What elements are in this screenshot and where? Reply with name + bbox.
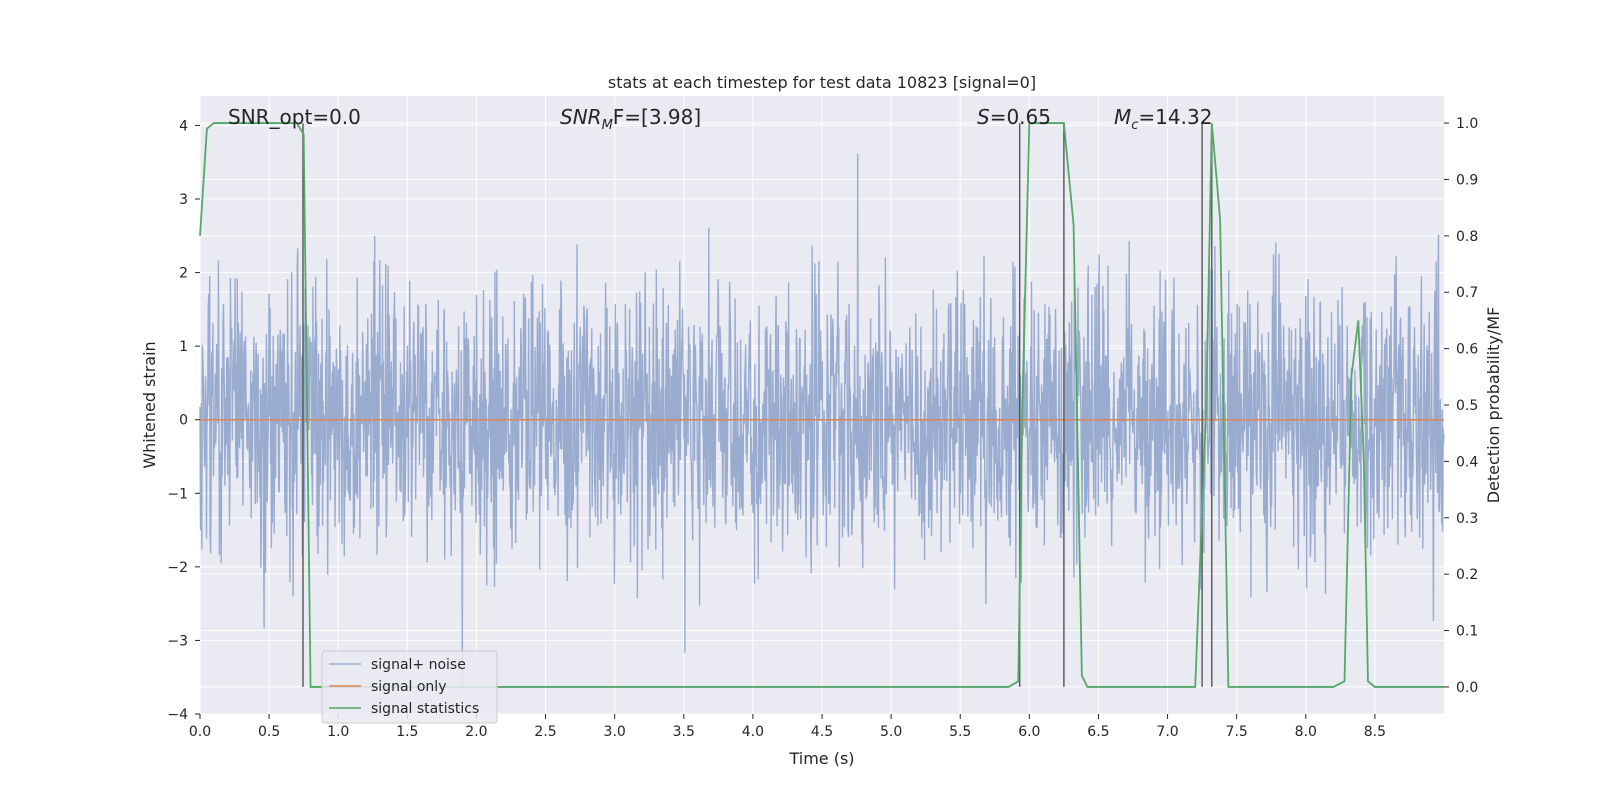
chart-title: stats at each timestep for test data 108…	[608, 73, 1036, 92]
x-tick-label: 0.5	[258, 724, 280, 740]
y-right-tick-label: 0.5	[1456, 398, 1478, 414]
x-tick-label: 1.5	[396, 724, 418, 740]
legend-box	[321, 650, 498, 724]
y-right-tick-label: 0.7	[1456, 285, 1478, 301]
y-left-tick-label: −1	[167, 486, 188, 502]
y-right-tick-label: 1.0	[1456, 116, 1478, 132]
y-right-axis-ticks: 0.0 0.1 0.2 0.3 0.4 0.5 0.6 0.7 0.8 0.9 1.0	[1444, 116, 1478, 696]
x-tick-label: 8.5	[1364, 724, 1386, 740]
y-right-tick-label: 0.9	[1456, 172, 1478, 188]
annotation-mc-rest: =14.32	[1138, 105, 1212, 129]
x-tick-label: 8.0	[1295, 724, 1317, 740]
annotation-mc-sub: c	[1131, 118, 1138, 133]
annotation-snr-mf-rest: F=[3.98]	[613, 105, 701, 129]
x-tick-label: 3.0	[604, 724, 626, 740]
y-left-axis-label: Whitened strain	[140, 341, 159, 468]
legend-label-signal-statistics: signal statistics	[371, 701, 479, 717]
annotation-s-rest: =0.65	[990, 105, 1051, 129]
y-left-tick-label: 1	[179, 339, 188, 355]
annotation-snr-mf-sub: M	[602, 118, 613, 133]
y-left-tick-label: −2	[167, 560, 188, 576]
signal-statistics-line	[199, 122, 1444, 688]
annotation-snr-opt: SNR_opt=0.0	[228, 105, 361, 129]
y-left-tick-label: −4	[167, 707, 188, 723]
y-right-axis-label: Detection probability/MF	[1484, 307, 1503, 504]
y-right-tick-label: 0.6	[1456, 342, 1478, 358]
annotation-s-main: S	[977, 105, 990, 129]
series-signal-statistics	[199, 122, 1444, 688]
y-right-tick-label: 0.4	[1456, 454, 1478, 470]
legend: signal+ noise signal only signal statist…	[321, 650, 498, 724]
y-left-axis-ticks: −4 −3 −2 −1 0 1 2 3 4	[167, 118, 200, 723]
x-tick-label: 6.0	[1018, 724, 1040, 740]
y-right-tick-label: 0.8	[1456, 229, 1478, 245]
x-tick-label: 2.0	[465, 724, 487, 740]
x-tick-label: 2.5	[534, 724, 556, 740]
annotation-mc: Mc=14.32	[1114, 105, 1212, 133]
annotation-snr-mf: SNRMF=[3.98]	[560, 105, 701, 133]
legend-label-signal-only: signal only	[371, 679, 446, 695]
y-left-tick-label: −3	[167, 633, 188, 649]
annotation-snr-mf-main: SNR	[560, 105, 602, 129]
series-signal-noise	[199, 153, 1445, 689]
legend-label-signal-noise: signal+ noise	[371, 657, 466, 673]
x-tick-label: 1.0	[327, 724, 349, 740]
y-left-tick-label: 4	[179, 118, 188, 134]
y-right-tick-label: 0.1	[1456, 624, 1478, 640]
y-right-tick-label: 0.3	[1456, 511, 1478, 527]
y-left-tick-label: 3	[179, 192, 188, 208]
x-tick-label: 5.5	[949, 724, 971, 740]
y-left-tick-label: 2	[179, 266, 188, 282]
x-tick-label: 5.0	[880, 724, 902, 740]
x-tick-label: 7.0	[1156, 724, 1178, 740]
x-tick-label: 7.5	[1226, 724, 1248, 740]
x-tick-label: 6.5	[1087, 724, 1109, 740]
y-left-tick-label: 0	[179, 413, 188, 429]
annotation-s: S=0.65	[977, 105, 1051, 129]
x-tick-label: 3.5	[673, 724, 695, 740]
x-tick-label: 4.0	[742, 724, 764, 740]
x-tick-label: 4.5	[811, 724, 833, 740]
x-tick-label: 0.0	[189, 724, 211, 740]
annotation-mc-main: M	[1114, 105, 1131, 129]
x-axis-label: Time (s)	[788, 749, 854, 768]
y-right-tick-label: 0.2	[1456, 567, 1478, 583]
y-right-tick-label: 0.0	[1456, 680, 1478, 696]
x-axis-ticks: 0.0 0.5 1.0 1.5 2.0 2.5 3.0 3.5 4.0 4.5 5.0 5.5 6.0 6…	[189, 714, 1386, 740]
noise-line	[199, 153, 1445, 689]
